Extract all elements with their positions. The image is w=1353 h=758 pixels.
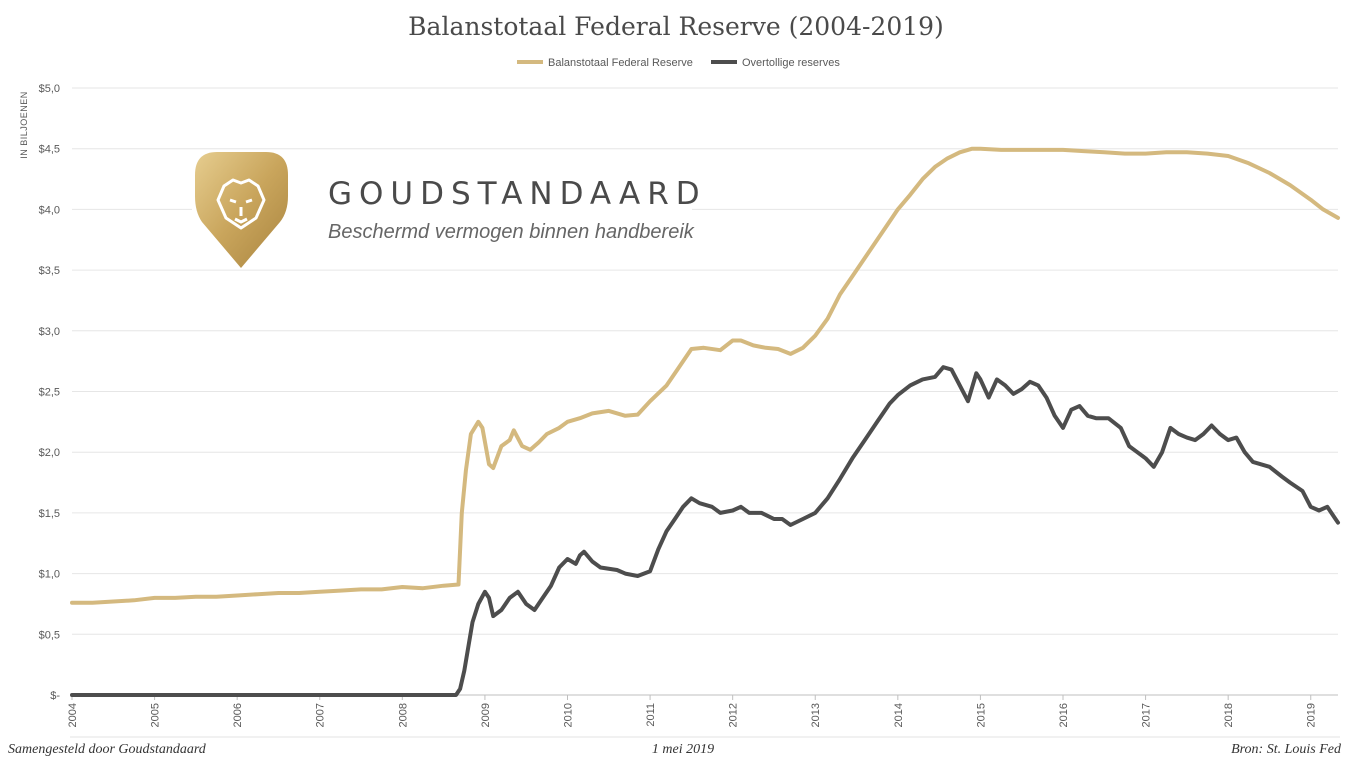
x-tick-label: 2005 [150,703,162,727]
x-tick-label: 2017 [1141,703,1153,727]
x-tick-label: 2012 [728,703,740,727]
x-tick-label: 2008 [397,703,409,727]
chart-title: Balanstotaal Federal Reserve (2004-2019) [408,12,944,41]
y-tick-label: $3,0 [39,326,60,338]
x-tick-label: 2011 [645,703,657,727]
x-tick-label: 2019 [1306,703,1318,727]
logo-tagline: Beschermd vermogen binnen handbereik [328,221,695,243]
series-line-reserves [70,365,1340,697]
y-tick-label: $2,0 [39,447,60,459]
series-lines [70,146,1340,697]
footer-date: 1 mei 2019 [652,742,714,757]
x-tick-label: 2014 [893,703,905,727]
y-tick-label: $0,5 [39,629,60,641]
legend-label-reserves: Overtollige reserves [742,57,840,69]
legend-label-balance: Balanstotaal Federal Reserve [548,57,693,69]
y-tick-label: $2,5 [39,387,60,399]
legend: Balanstotaal Federal Reserve Overtollige… [517,57,840,69]
logo-wordmark: GOUDSTANDAARD [328,176,707,212]
series-line-balance [70,146,1340,605]
goudstandaard-logo: GOUDSTANDAARD Beschermd vermogen binnen … [192,150,707,268]
x-tick-label: 2016 [1058,703,1070,727]
x-tick-label: 2013 [810,703,822,727]
footer-credit: Samengesteld door Goudstandaard [8,742,207,757]
x-tick-label: 2009 [480,703,492,727]
x-tick-label: 2018 [1223,703,1235,727]
y-tick-label: $1,5 [39,508,60,520]
x-tick-label: 2007 [315,703,327,727]
x-tick-label: 2015 [975,703,987,727]
x-tick-label: 2006 [232,703,244,727]
x-tick-label: 2004 [67,703,79,727]
x-axis-ticks: 2004 2005 2006 2007 2008 2009 2010 2011 2012 2013… [67,703,1318,727]
x-tick-label: 2010 [562,703,574,727]
y-tick-label: $4,0 [39,204,60,216]
lion-head-icon [216,178,266,230]
y-tick-label: $- [50,690,60,702]
footer-source: Bron: St. Louis Fed [1231,742,1342,757]
y-axis-ticks: $- $0,5 $1,0 $1,5 $2,0 $2,5 $3,0 $3,5 $4,0 $4,5 $5… [39,83,61,702]
y-tick-label: $1,0 [39,569,60,581]
y-tick-label: $5,0 [39,83,60,95]
y-tick-label: $4,5 [39,144,60,156]
y-axis-label: IN BILJOENEN [19,91,29,159]
y-tick-label: $3,5 [39,265,60,277]
